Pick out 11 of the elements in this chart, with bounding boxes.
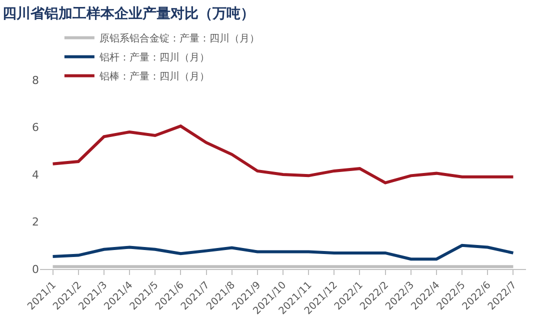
y-tick-label: 2 [32, 216, 39, 229]
chart-title: 四川省铝加工样本企业产量对比（万吨） [2, 5, 255, 22]
legend-label: 铝棒：产量：四川（月） [98, 70, 210, 83]
y-tick-label: 0 [32, 262, 39, 276]
y-tick-label: 4 [32, 168, 39, 182]
legend-label: 铝杆：产量：四川（月） [98, 52, 210, 64]
line-series [51, 244, 515, 261]
y-tick-label: 6 [32, 121, 39, 134]
legend-label: 原铝系铝合金锭：产量：四川（月） [99, 32, 260, 45]
line-series [51, 124, 515, 184]
y-tick-label: 8 [32, 74, 39, 87]
